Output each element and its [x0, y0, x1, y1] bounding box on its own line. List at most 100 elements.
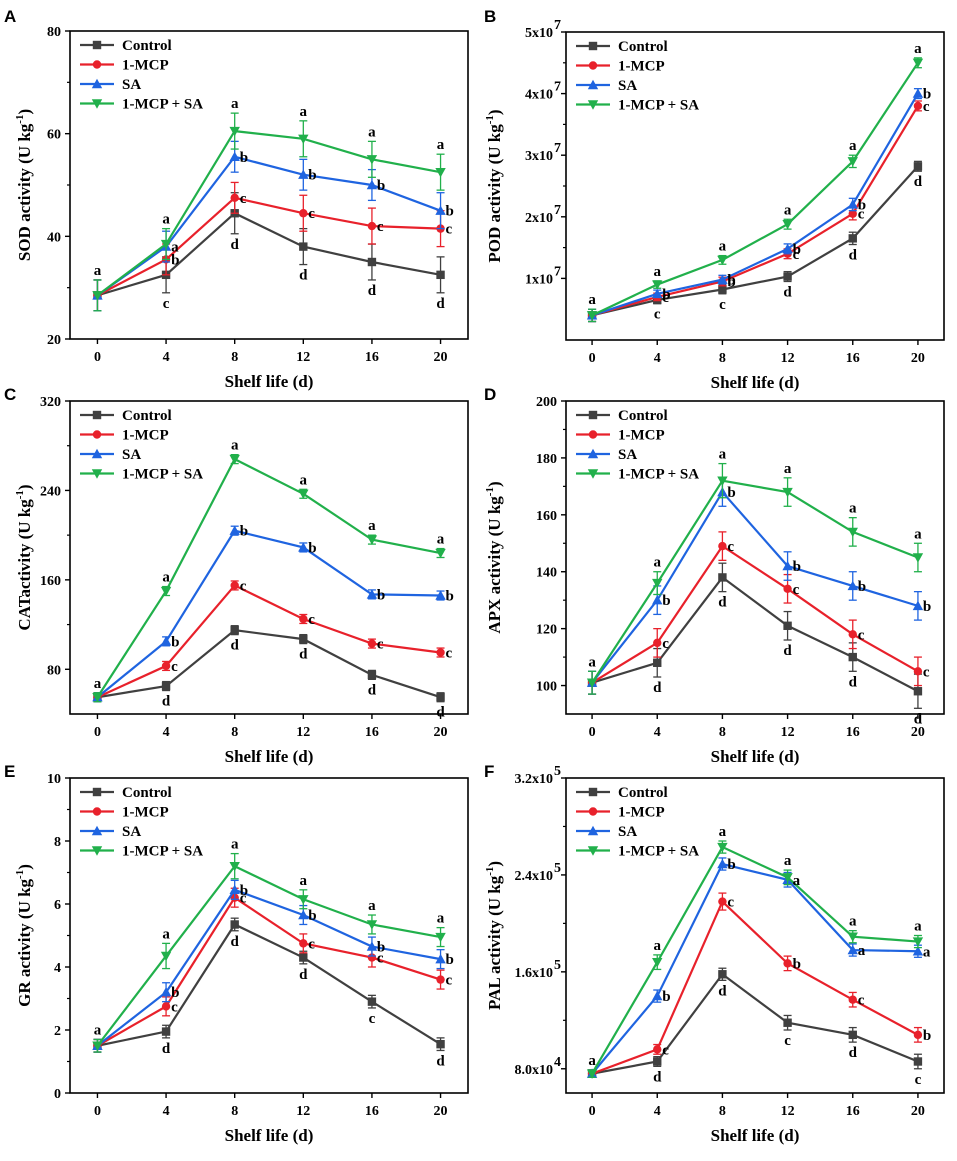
legend: Control 1-MCP SA 1-MCP + SA: [80, 785, 203, 860]
data-point: [913, 101, 923, 111]
data-point: [783, 959, 792, 968]
data-point: [717, 476, 728, 486]
data-point: [298, 169, 309, 179]
significance-letter: d: [914, 711, 923, 727]
y-axis-label-text: APX activity (U kg: [485, 496, 504, 634]
legend: Control 1-MCP SA 1-MCP + SA: [576, 785, 699, 860]
significance-letter: c: [923, 664, 930, 680]
y-tick-label: 4x10: [525, 88, 553, 103]
data-point: [912, 937, 924, 947]
data-point: [848, 630, 857, 639]
data-point: [436, 648, 445, 657]
legend-label-control: Control: [122, 785, 172, 801]
data-point: [92, 693, 103, 703]
significance-letter: c: [308, 936, 315, 952]
y-tick-label: 140: [536, 566, 557, 581]
legend: Control 1-MCP SA 1-MCP + SA: [576, 39, 699, 114]
y-tick-exponent: 7: [554, 18, 561, 33]
series-control: [587, 562, 923, 709]
plot-frame: [565, 777, 945, 1094]
significance-letter: d: [299, 268, 308, 284]
data-point: [652, 280, 663, 290]
data-point: [367, 639, 377, 648]
significance-letter: c: [727, 895, 734, 911]
legend-label-sa: SA: [122, 77, 141, 93]
data-point: [718, 970, 727, 979]
y-tick-label: 160: [536, 509, 557, 524]
data-point: [652, 594, 663, 605]
y-axis-label: SOD activity (U kg-1): [14, 109, 34, 261]
x-tick-label: 8: [719, 1104, 726, 1119]
panel-label-A: A: [4, 7, 16, 26]
data-point: [848, 209, 857, 218]
significance-letter: b: [727, 857, 735, 873]
data-point: [847, 580, 858, 591]
legend-label-1-mcp-sa: 1-MCP + SA: [618, 467, 699, 483]
data-point: [298, 134, 309, 144]
legend-marker: [91, 846, 103, 856]
legend-label-1-mcp: 1-MCP: [122, 805, 169, 821]
data-point: [912, 600, 924, 611]
x-tick-label: 0: [589, 1104, 596, 1119]
series-line: [591, 62, 919, 317]
series-line: [96, 196, 441, 297]
data-point: [912, 553, 924, 563]
significance-letter: d: [436, 1053, 445, 1069]
x-axis-label: Shelf life (d): [711, 1126, 800, 1145]
significance-letter: b: [377, 587, 385, 603]
y-tick-label: 3x10: [525, 149, 553, 164]
series-line: [96, 864, 441, 1047]
series-line: [591, 862, 918, 1075]
significance-letter: d: [783, 284, 792, 300]
significance-letter: d: [436, 705, 445, 721]
x-tick-label: 12: [296, 350, 310, 365]
data-point: [366, 179, 378, 190]
y-axis-label: PAL activity (U kg-1): [484, 861, 504, 1010]
significance-letter: a: [719, 824, 727, 840]
y-tick-label: 240: [40, 484, 61, 499]
significance-letter: b: [171, 985, 179, 1001]
data-point: [783, 272, 792, 281]
significance-letter: d: [914, 174, 923, 190]
y-tick-label: 8.0x10: [515, 1063, 554, 1078]
x-tick-label: 20: [434, 1104, 448, 1119]
legend-label-1-mcp: 1-MCP: [122, 58, 169, 74]
y-axis-label-text: CATactivity (U kg: [15, 499, 34, 631]
significance-letter: c: [240, 891, 247, 907]
legend-marker: [587, 846, 599, 856]
x-tick-label: 16: [846, 725, 860, 740]
series-1-mcp-sa: [586, 840, 924, 1079]
significance-letter: a: [923, 944, 931, 960]
data-point: [718, 285, 727, 294]
data-point: [718, 897, 727, 906]
data-point: [848, 652, 857, 662]
data-point: [160, 987, 172, 997]
significance-letter: a: [719, 447, 727, 463]
significance-letter: a: [914, 526, 922, 542]
y-tick-label: 2: [54, 1024, 61, 1039]
legend-marker: [91, 78, 103, 89]
y-axis-label-text: POD activity (U kg: [485, 124, 504, 263]
significance-letter: a: [588, 292, 596, 308]
legend-label-1-mcp: 1-MCP: [618, 428, 665, 444]
significance-letter: c: [446, 222, 453, 238]
data-point: [783, 1018, 792, 1027]
significance-letter: c: [923, 99, 930, 115]
significance-letter: c: [240, 578, 247, 594]
significance-letter: a: [784, 202, 792, 218]
significance-letter: a: [784, 853, 792, 869]
significance-letter: a: [300, 104, 308, 120]
x-tick-label: 4: [163, 1104, 170, 1119]
data-point: [435, 590, 446, 600]
y-axis-label: CATactivity (U kg-1): [14, 484, 34, 630]
significance-letter: a: [300, 472, 308, 488]
data-point: [913, 687, 923, 696]
x-tick-label: 12: [781, 1104, 795, 1119]
data-point: [230, 625, 239, 635]
significance-letter: b: [793, 956, 801, 972]
significance-letter: a: [437, 911, 445, 927]
data-point: [367, 670, 377, 680]
significance-letter: a: [94, 676, 102, 692]
significance-letter: c: [662, 1042, 669, 1058]
significance-letter: d: [368, 682, 377, 698]
